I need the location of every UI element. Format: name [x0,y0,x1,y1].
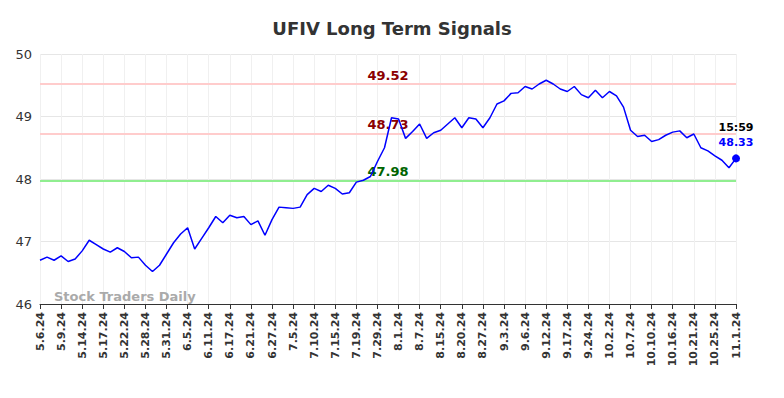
svg-text:8.27.24: 8.27.24 [476,312,489,359]
svg-text:8.20.24: 8.20.24 [455,312,468,359]
svg-text:8.15.24: 8.15.24 [434,312,447,359]
svg-text:7.5.24: 7.5.24 [287,312,300,351]
svg-text:46: 46 [15,297,32,312]
svg-text:48.73: 48.73 [367,117,409,133]
svg-text:15:59: 15:59 [718,121,753,134]
svg-text:Stock Traders Daily: Stock Traders Daily [54,289,196,304]
svg-text:5.31.24: 5.31.24 [160,312,173,359]
svg-text:9.17.24: 9.17.24 [561,312,574,359]
svg-text:6.21.24: 6.21.24 [244,312,257,359]
svg-text:49: 49 [15,109,32,124]
svg-text:9.24.24: 9.24.24 [582,312,595,359]
svg-text:5.28.24: 5.28.24 [139,312,152,359]
svg-text:7.15.24: 7.15.24 [329,312,342,359]
svg-text:8.7.24: 8.7.24 [413,312,426,351]
svg-text:6.27.24: 6.27.24 [266,312,279,359]
svg-text:10.25.24: 10.25.24 [708,312,721,367]
svg-text:5.14.24: 5.14.24 [76,312,89,359]
svg-text:9.12.24: 9.12.24 [540,312,553,359]
svg-text:48: 48 [15,172,32,187]
svg-text:6.5.24: 6.5.24 [181,312,194,351]
svg-text:UFIV Long Term Signals: UFIV Long Term Signals [272,18,511,39]
svg-text:9.6.24: 9.6.24 [519,312,532,351]
svg-text:9.3.24: 9.3.24 [498,312,511,351]
svg-text:10.7.24: 10.7.24 [624,312,637,359]
svg-text:11.1.24: 11.1.24 [730,312,743,359]
svg-text:10.10.24: 10.10.24 [645,312,658,367]
svg-text:47.98: 47.98 [367,164,408,179]
svg-text:10.2.24: 10.2.24 [603,312,616,359]
svg-text:48.33: 48.33 [719,136,754,149]
svg-text:6.17.24: 6.17.24 [223,312,236,359]
svg-text:5.17.24: 5.17.24 [97,312,110,359]
svg-text:7.29.24: 7.29.24 [371,312,384,359]
svg-text:8.1.24: 8.1.24 [392,312,405,351]
svg-text:5.9.24: 5.9.24 [55,312,68,351]
svg-text:10.16.24: 10.16.24 [666,312,679,367]
svg-text:6.11.24: 6.11.24 [202,312,215,359]
svg-text:7.19.24: 7.19.24 [350,312,363,359]
svg-text:50: 50 [15,47,32,62]
svg-text:5.6.24: 5.6.24 [34,312,47,351]
svg-text:5.22.24: 5.22.24 [118,312,131,359]
svg-text:49.52: 49.52 [367,68,408,83]
svg-text:7.10.24: 7.10.24 [308,312,321,359]
svg-text:10.21.24: 10.21.24 [687,312,700,367]
svg-text:47: 47 [15,234,32,249]
